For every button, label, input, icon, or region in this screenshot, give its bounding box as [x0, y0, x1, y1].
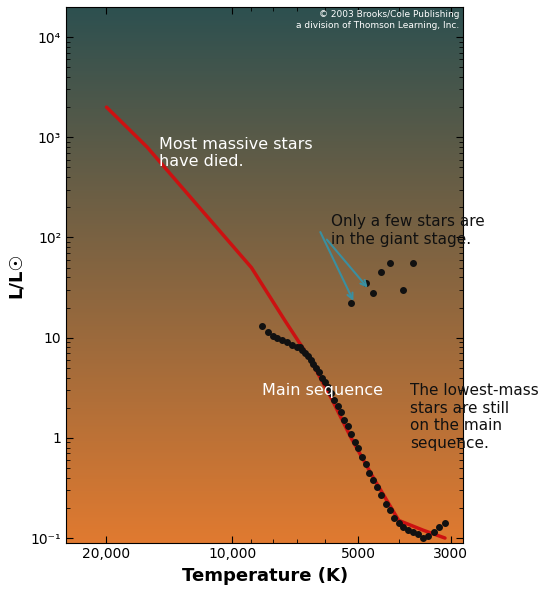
Point	[269, 331, 277, 340]
Point	[273, 333, 282, 342]
Point	[315, 368, 324, 377]
Point	[283, 337, 292, 347]
Point	[399, 522, 408, 532]
Point	[408, 259, 417, 268]
Point	[369, 475, 378, 485]
Point	[435, 522, 444, 532]
Point	[333, 401, 342, 410]
Point	[312, 363, 320, 372]
Point	[327, 388, 336, 398]
Point	[330, 395, 339, 404]
Point	[386, 259, 394, 268]
Point	[386, 506, 394, 515]
Point	[295, 343, 304, 352]
Point	[377, 490, 386, 500]
Point	[381, 499, 390, 509]
Text: Main sequence: Main sequence	[262, 382, 383, 398]
Point	[424, 531, 433, 540]
Point	[394, 519, 403, 528]
Point	[373, 482, 382, 492]
Point	[354, 443, 363, 452]
Text: Most massive stars
have died.: Most massive stars have died.	[159, 137, 312, 169]
Point	[306, 355, 315, 365]
Text: Only a few stars are
in the giant stage.: Only a few stars are in the giant stage.	[331, 214, 485, 247]
Point	[278, 335, 287, 345]
Point	[293, 343, 301, 352]
Point	[298, 346, 307, 355]
Point	[321, 377, 330, 387]
Point	[343, 422, 352, 431]
Point	[309, 359, 318, 368]
Text: The lowest-mass
stars are still
on the main
sequence.: The lowest-mass stars are still on the m…	[411, 384, 539, 451]
Point	[350, 437, 359, 447]
Point	[357, 452, 366, 461]
X-axis label: Temperature (K): Temperature (K)	[182, 567, 348, 585]
Point	[361, 278, 370, 288]
Point	[403, 525, 412, 535]
Point	[361, 459, 370, 469]
Point	[347, 429, 356, 439]
Point	[413, 529, 422, 539]
Point	[301, 349, 310, 358]
Point	[318, 373, 326, 382]
Point	[257, 321, 266, 331]
Y-axis label: L/L☉: L/L☉	[7, 252, 25, 298]
Point	[440, 519, 449, 528]
Point	[377, 268, 386, 277]
Point	[369, 288, 378, 298]
Point	[430, 527, 438, 537]
Point	[365, 468, 374, 477]
Point	[264, 327, 273, 336]
Point	[347, 298, 356, 308]
Point	[288, 340, 296, 349]
Point	[337, 407, 345, 417]
Point	[408, 527, 417, 537]
Point	[304, 352, 312, 361]
Point	[340, 416, 349, 425]
Point	[399, 285, 408, 295]
Text: © 2003 Brooks/Cole Publishing
a division of Thomson Learning, Inc.: © 2003 Brooks/Cole Publishing a division…	[296, 9, 459, 30]
Point	[390, 513, 399, 522]
Point	[419, 533, 427, 543]
Point	[324, 382, 332, 392]
